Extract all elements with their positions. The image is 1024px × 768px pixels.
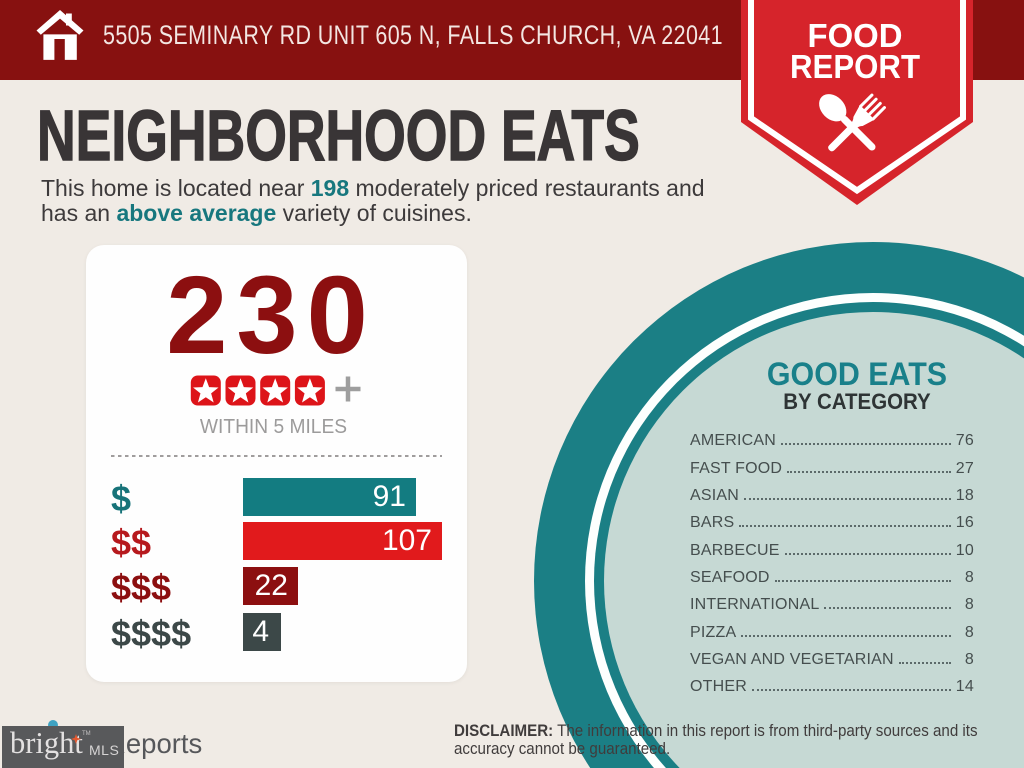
svg-text:REPORT: REPORT	[790, 48, 920, 85]
svg-text:FOOD: FOOD	[808, 17, 903, 54]
